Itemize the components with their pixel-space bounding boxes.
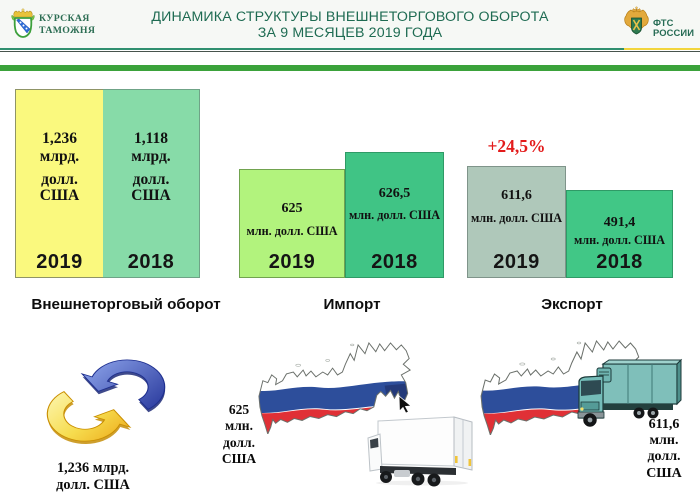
bar-value: 1,236 млрд. [39, 130, 80, 165]
bar-unit: млн. долл. США [573, 233, 666, 247]
header-rule-teal [0, 48, 624, 50]
bar-value: 611,6 [501, 187, 532, 203]
bar-unit: млн. долл. США [246, 224, 338, 238]
group-label-import: Импорт [323, 296, 381, 313]
group-label-turnover: Внешнеторговый оборот [31, 296, 221, 313]
bar-unit: млн. долл. США [348, 208, 441, 222]
kursk-customs-name: КУРСКАЯ ТАМОЖНЯ [39, 13, 96, 36]
header-rule-dark [0, 50, 700, 52]
header-rule-green [0, 65, 700, 71]
export-amount-label: 611,6 млн. долл. США [646, 417, 682, 481]
bar-year: 2018 [127, 251, 175, 273]
bar-value: 491,4 [603, 214, 636, 230]
bar-unit: долл. США [39, 171, 80, 204]
bar-year: 2018 [371, 251, 418, 273]
kursk-customs-emblem-icon [10, 8, 36, 44]
bar-value: 625 [281, 201, 303, 216]
group-label-export: Экспорт [541, 296, 603, 313]
bar-unit: долл. США [131, 171, 171, 204]
export-growth-badge: +24,5% [487, 136, 546, 156]
bar-unit: млн. долл. США [470, 211, 563, 225]
fts-russia-name: ФТС РОССИИ [653, 17, 695, 39]
bar-year: 2018 [596, 251, 643, 273]
bar-value: 626,5 [378, 186, 411, 201]
bar-import-2018: 626,5 млн. долл. США 2018 [345, 152, 444, 278]
bar-year: 2019 [36, 251, 83, 273]
exchange-arrows-icon [35, 350, 175, 460]
white-truck-import [366, 412, 482, 493]
cursor-arrow-icon [398, 395, 414, 418]
bar-export-2018: 491,4 млн. долл. США 2018 [566, 190, 673, 278]
bar-turnover-2019: 1,236 млрд. долл. США 2019 [15, 89, 104, 278]
teal-truck-export [573, 358, 683, 433]
bar-year: 2019 [493, 251, 540, 273]
fts-russia-emblem-icon [623, 6, 650, 43]
bar-export-2019: 611,6 млн. долл. США 2019 [467, 166, 566, 278]
turnover-amount-label: 1,236 млрд. долл. США [56, 460, 130, 493]
slide-title: ДИНАМИКА СТРУКТУРЫ ВНЕШНЕТОРГОВОГО ОБОРО… [151, 9, 549, 42]
bar-year: 2019 [268, 251, 316, 273]
import-amount-label: 625 млн. долл. США [221, 402, 257, 466]
header-background [0, 0, 700, 48]
bar-value: 1,118 млрд. [131, 130, 171, 165]
header-rule-yellow [624, 48, 700, 50]
bar-turnover-2018: 1,118 млрд. долл. США 2018 [103, 89, 200, 278]
bar-import-2019: 625 млн. долл. США 2019 [239, 169, 345, 278]
